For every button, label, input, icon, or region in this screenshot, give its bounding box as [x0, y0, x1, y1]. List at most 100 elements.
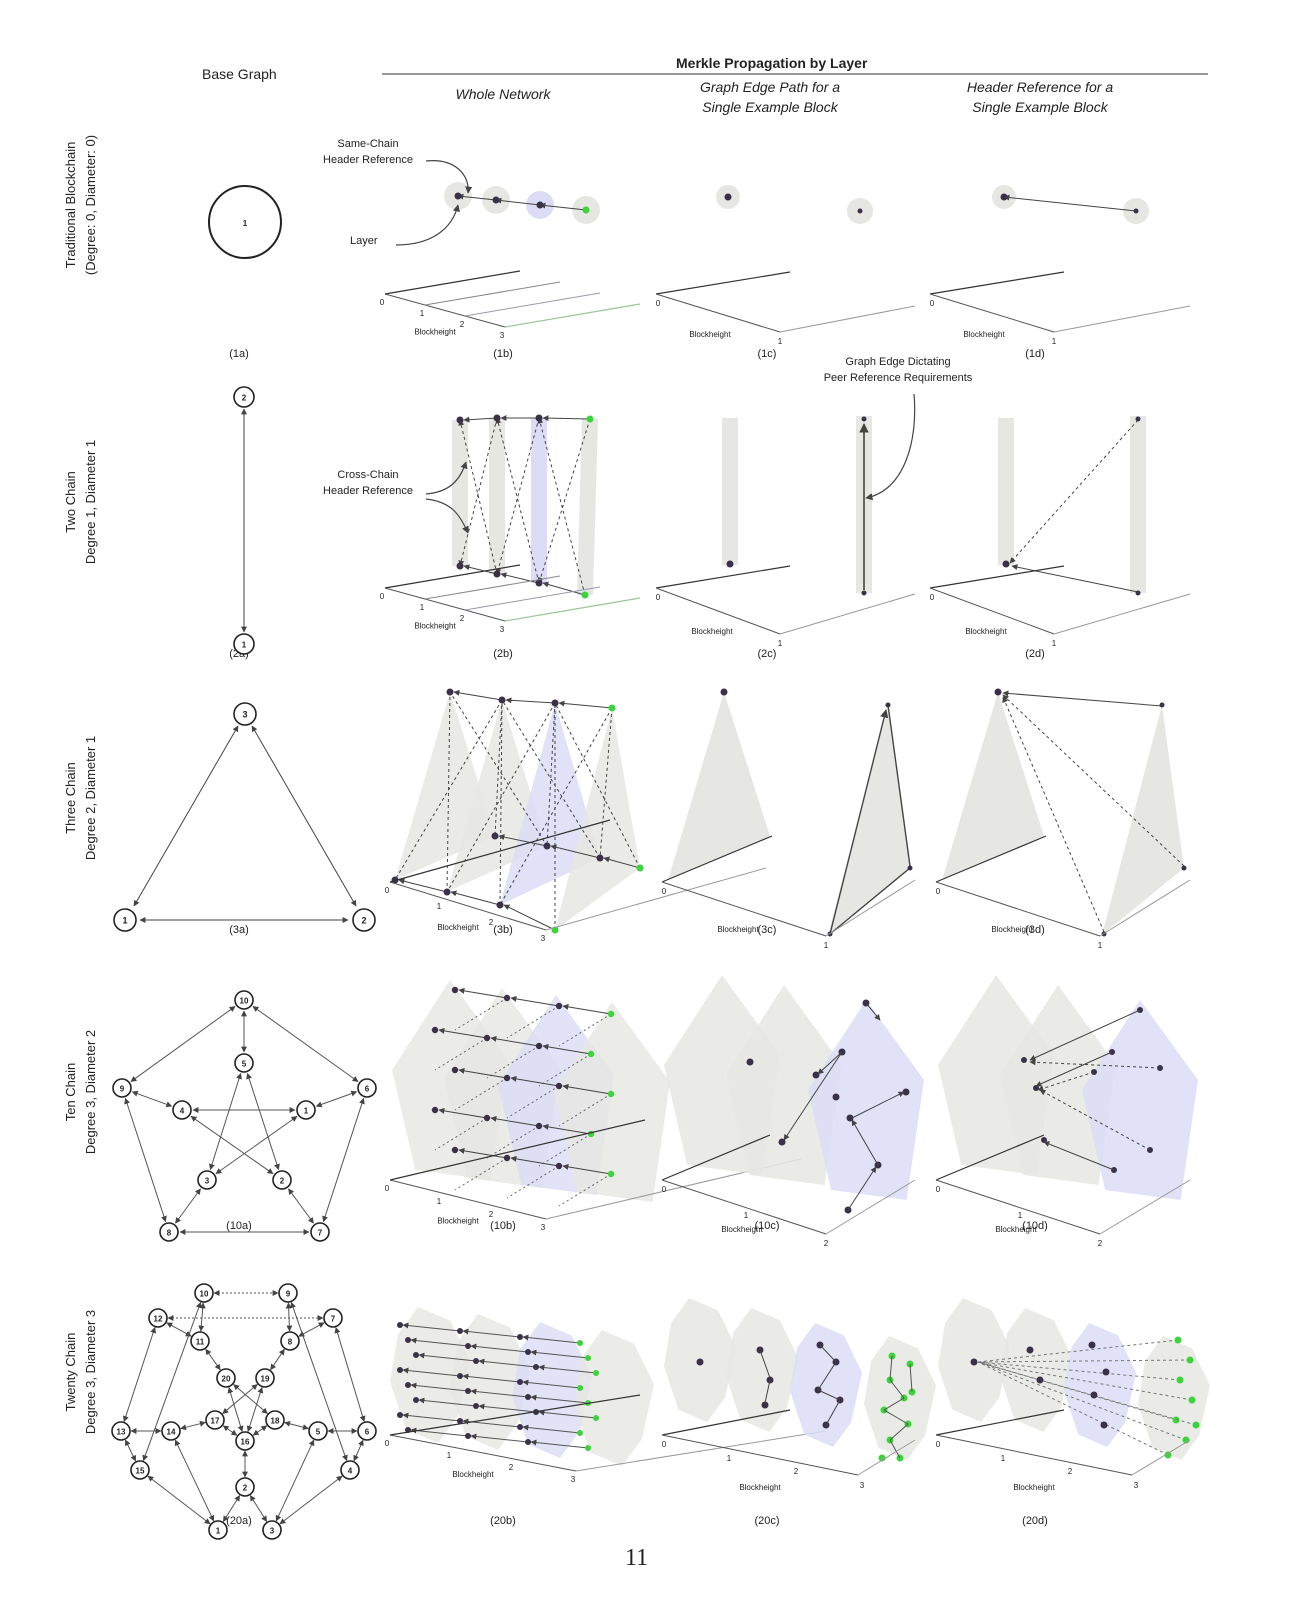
r1b-node-0 — [454, 192, 462, 200]
r20b-node-7-3 — [585, 1445, 591, 1451]
r2d-axis-label: Blockheight — [965, 627, 1007, 636]
r3b-top-edge-0 — [453, 689, 503, 701]
g20-node-1-label: 1 — [216, 1527, 221, 1536]
r3b-axes-tick-0: 0 — [385, 886, 390, 895]
r20b-node-1-0 — [405, 1337, 411, 1343]
r20b-node-6-0 — [397, 1412, 403, 1418]
r10c-node-b1 — [812, 1071, 820, 1079]
r3d-node-top — [1159, 702, 1165, 708]
r2b-bot-node-1 — [493, 570, 501, 578]
g20-edge-18 — [124, 1439, 137, 1462]
r1d-tick-1: 1 — [1052, 337, 1057, 346]
r2c-base-line — [655, 565, 791, 589]
r1c-node-2 — [857, 208, 863, 214]
r2d-depth-axis — [929, 587, 1055, 635]
r3d-front-line — [1099, 879, 1191, 937]
annotation-cross-chain-line1: Cross-Chain — [337, 469, 399, 481]
r20b-node-0-3 — [577, 1340, 583, 1346]
r2b-pillar-3 — [577, 419, 598, 595]
r2b-layer-1 — [424, 575, 561, 600]
r10b-chain-0-2 — [562, 1003, 612, 1015]
r1d-node-2 — [1133, 208, 1139, 214]
r3b-axes-base-line — [389, 819, 611, 883]
g20-node-4-label: 4 — [348, 1467, 353, 1476]
r20b-node-7-2 — [525, 1439, 531, 1445]
g2-node-2-circle — [233, 386, 255, 408]
r1d-ref-edge — [1003, 194, 1137, 212]
annotation-graph-edge-line1: Graph Edge Dictating — [845, 356, 951, 368]
r3b-cross-d-1 — [501, 699, 601, 859]
r20c-node-a — [696, 1358, 704, 1366]
r2d-node-bot — [1135, 590, 1141, 596]
g2-node-1-circle — [233, 633, 255, 655]
r1b-edge-1 — [457, 193, 497, 201]
r2c-axis-label: Blockheight — [691, 627, 733, 636]
r20b-node-2-2 — [533, 1364, 539, 1370]
r3b-cross-b-0 — [494, 699, 503, 837]
r20b-chain-3-1 — [462, 1373, 521, 1383]
r1b-axes-axis-label: Blockheight — [414, 328, 456, 337]
g20-edge-30 — [275, 1439, 315, 1522]
g20-edge-28 — [290, 1301, 348, 1462]
r20d-plane-2 — [1064, 1323, 1136, 1447]
r20b-chain-5-0 — [418, 1397, 477, 1407]
r10d-plane-2 — [1000, 985, 1116, 1185]
g20-node-8-label: 8 — [288, 1338, 293, 1347]
g20-node-14-circle — [161, 1421, 181, 1441]
r3b-node-1-1 — [443, 888, 451, 896]
g20-node-8-circle — [280, 1331, 300, 1351]
r20b-chain-0-1 — [462, 1328, 521, 1338]
r20d-plane-1 — [1000, 1308, 1072, 1432]
r20d-node-4 — [1090, 1391, 1098, 1399]
r10b-dash-4-1 — [506, 1165, 560, 1199]
g20-edge-9 — [222, 1384, 258, 1414]
r20c-tick-3: 3 — [860, 1481, 865, 1490]
r20d-depth-axis — [935, 1434, 1133, 1476]
r2b-top-node-3 — [586, 415, 594, 423]
r10b-dash-0-0 — [454, 997, 508, 1031]
caption-10c: (10c) — [754, 1220, 780, 1232]
r20d-node-5 — [1100, 1421, 1108, 1429]
r20c-plane-3 — [864, 1336, 936, 1460]
r10d-depth-axis — [935, 1179, 1101, 1235]
r1b-axes-tick-3: 3 — [500, 331, 505, 340]
r10d-tick-1: 1 — [1018, 1211, 1023, 1220]
r3c-base-line — [661, 835, 773, 883]
r3b-node-1-0 — [498, 696, 506, 704]
g10-node-4-circle — [172, 1100, 192, 1120]
r20c-e6 — [825, 1399, 841, 1426]
g20-node-18-circle — [265, 1410, 285, 1430]
r10d-tick-2: 2 — [1098, 1239, 1103, 1248]
r20b-chain-3-0 — [402, 1367, 461, 1377]
r3c-axis-label: Blockheight — [717, 925, 759, 934]
caption-2c: (2c) — [757, 648, 777, 660]
r1b-axes-depth-axis — [384, 293, 506, 328]
r3b-left-edge-0 — [398, 878, 448, 893]
r20b-chain-4-0 — [410, 1382, 469, 1392]
g10-node-7-label: 7 — [318, 1229, 323, 1238]
r3c-front-line — [825, 879, 916, 937]
r1c-base-line — [655, 271, 791, 295]
graph-edge-arrow — [865, 393, 916, 501]
r10d-ref-1 — [1029, 1059, 1161, 1069]
r1d-axis-label: Blockheight — [963, 330, 1005, 339]
r10b-node-1-0 — [431, 1026, 439, 1034]
r2d-dashed-ref — [1009, 419, 1139, 564]
r10d-axis-label: Blockheight — [995, 1225, 1037, 1234]
g20-node-19-label: 19 — [261, 1375, 270, 1384]
caption-10d: (10d) — [1022, 1220, 1048, 1232]
r10b-axes-base-line — [389, 1119, 646, 1181]
caption-1b: (1b) — [493, 348, 513, 360]
r1d-depth-axis — [929, 293, 1055, 333]
g10-node-6-label: 6 — [365, 1085, 370, 1094]
g10-node-5-circle — [234, 1053, 254, 1073]
g20-node-7-label: 7 — [331, 1315, 336, 1324]
col-d-header-line1: Header Reference for a — [966, 79, 1114, 95]
g20-node-5-label: 5 — [316, 1428, 321, 1437]
r20d-node-a — [970, 1358, 978, 1366]
g10-node-8-circle — [159, 1222, 179, 1242]
r10b-dash-4-0 — [454, 1157, 508, 1191]
g3-node-2-label: 2 — [361, 916, 366, 926]
g20-edge-19 — [353, 1439, 364, 1462]
caption-2d: (2d) — [1025, 648, 1045, 660]
